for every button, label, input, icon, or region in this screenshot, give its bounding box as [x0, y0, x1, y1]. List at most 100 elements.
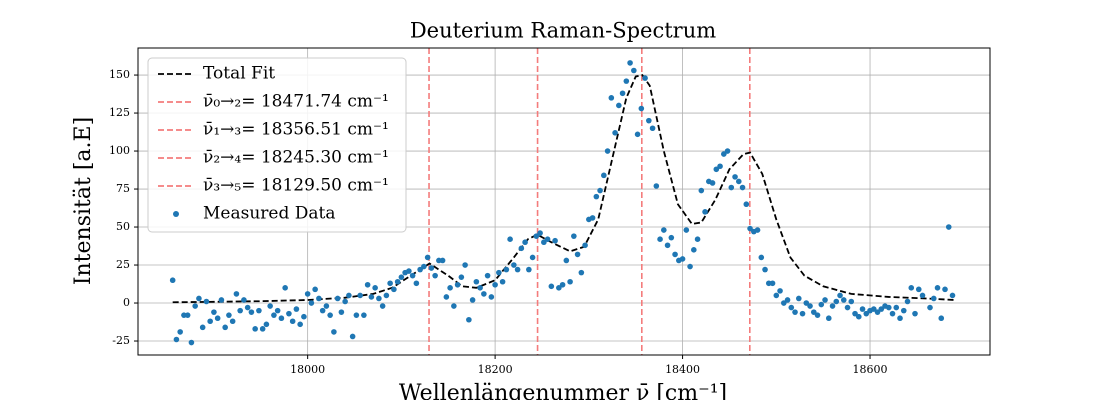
- y-tick-label: 25: [116, 258, 130, 271]
- data-point: [263, 321, 270, 328]
- data-point: [908, 285, 915, 291]
- data-point: [488, 294, 495, 300]
- data-point: [574, 251, 581, 258]
- data-point: [627, 60, 633, 66]
- data-point: [169, 277, 176, 284]
- data-point: [807, 303, 813, 309]
- data-point: [623, 78, 630, 84]
- data-point: [274, 307, 281, 314]
- data-point: [541, 239, 547, 246]
- data-point: [762, 266, 768, 273]
- data-point: [747, 225, 753, 232]
- data-point: [477, 285, 483, 291]
- data-point: [469, 297, 476, 303]
- data-point: [855, 313, 862, 320]
- data-point: [286, 310, 292, 317]
- data-point: [207, 318, 213, 325]
- data-point: [499, 278, 506, 285]
- data-point: [709, 180, 716, 186]
- data-point: [522, 239, 528, 246]
- data-point: [758, 254, 765, 261]
- data-point: [398, 274, 405, 280]
- data-point: [383, 292, 390, 299]
- data-point: [668, 234, 675, 241]
- data-point: [717, 163, 723, 170]
- data-point: [852, 310, 858, 317]
- data-point: [728, 184, 735, 191]
- data-point: [642, 75, 648, 81]
- data-point: [323, 303, 330, 309]
- data-point: [945, 224, 952, 230]
- data-point: [616, 102, 622, 109]
- data-point: [631, 67, 637, 74]
- data-point: [413, 280, 420, 287]
- data-point: [736, 178, 742, 185]
- data-point: [188, 339, 195, 346]
- data-point: [316, 295, 322, 302]
- data-point: [743, 201, 750, 208]
- data-point: [447, 285, 453, 291]
- legend-label: ν̄₀→₂= 18471.74 cm⁻¹: [203, 92, 389, 112]
- data-point: [184, 312, 191, 318]
- data-point: [481, 291, 487, 297]
- data-point: [934, 285, 941, 291]
- data-point: [346, 292, 352, 299]
- data-point: [353, 312, 360, 318]
- data-point: [713, 166, 720, 173]
- x-tick-label: 18000: [290, 363, 325, 376]
- data-point: [799, 310, 806, 317]
- legend-label: Measured Data: [203, 204, 335, 224]
- data-point: [810, 309, 817, 315]
- data-point: [244, 304, 251, 311]
- legend-box: [147, 57, 407, 233]
- data-point: [192, 303, 198, 309]
- data-point: [338, 309, 345, 315]
- data-point: [803, 300, 810, 306]
- data-point: [222, 324, 228, 331]
- data-point: [784, 297, 791, 303]
- data-point: [619, 90, 626, 97]
- data-point: [406, 268, 412, 274]
- data-point: [900, 307, 907, 314]
- data-point: [252, 326, 258, 332]
- data-point: [248, 309, 255, 315]
- data-point: [454, 281, 461, 288]
- data-point: [451, 303, 457, 309]
- data-point: [601, 172, 607, 179]
- data-point: [915, 286, 922, 293]
- data-point: [428, 265, 435, 271]
- data-point: [829, 303, 836, 309]
- data-point: [769, 280, 776, 287]
- data-point: [567, 278, 573, 285]
- x-tick-label: 18200: [478, 363, 513, 376]
- data-point: [229, 318, 236, 325]
- data-point: [661, 227, 667, 233]
- data-point: [529, 254, 536, 261]
- data-point: [271, 312, 277, 318]
- data-point: [432, 272, 438, 279]
- y-tick-label: 0: [123, 296, 130, 309]
- data-point: [256, 307, 262, 314]
- data-point: [814, 312, 821, 318]
- legend-marker: [173, 211, 179, 217]
- data-point: [439, 257, 446, 264]
- data-point: [863, 310, 870, 317]
- x-tick-label: 18400: [665, 363, 700, 376]
- data-point: [364, 281, 371, 288]
- data-point: [511, 262, 517, 268]
- data-point: [589, 215, 596, 221]
- data-point: [199, 324, 206, 331]
- data-point: [458, 274, 465, 280]
- data-point: [780, 300, 787, 306]
- data-point: [196, 295, 202, 302]
- data-point: [571, 233, 577, 239]
- data-point: [556, 285, 562, 291]
- data-point: [691, 247, 697, 253]
- data-point: [604, 148, 611, 154]
- data-point: [612, 130, 618, 136]
- data-point: [548, 283, 555, 290]
- y-tick-label: 50: [116, 220, 130, 233]
- data-point: [859, 306, 866, 312]
- data-point: [357, 292, 363, 299]
